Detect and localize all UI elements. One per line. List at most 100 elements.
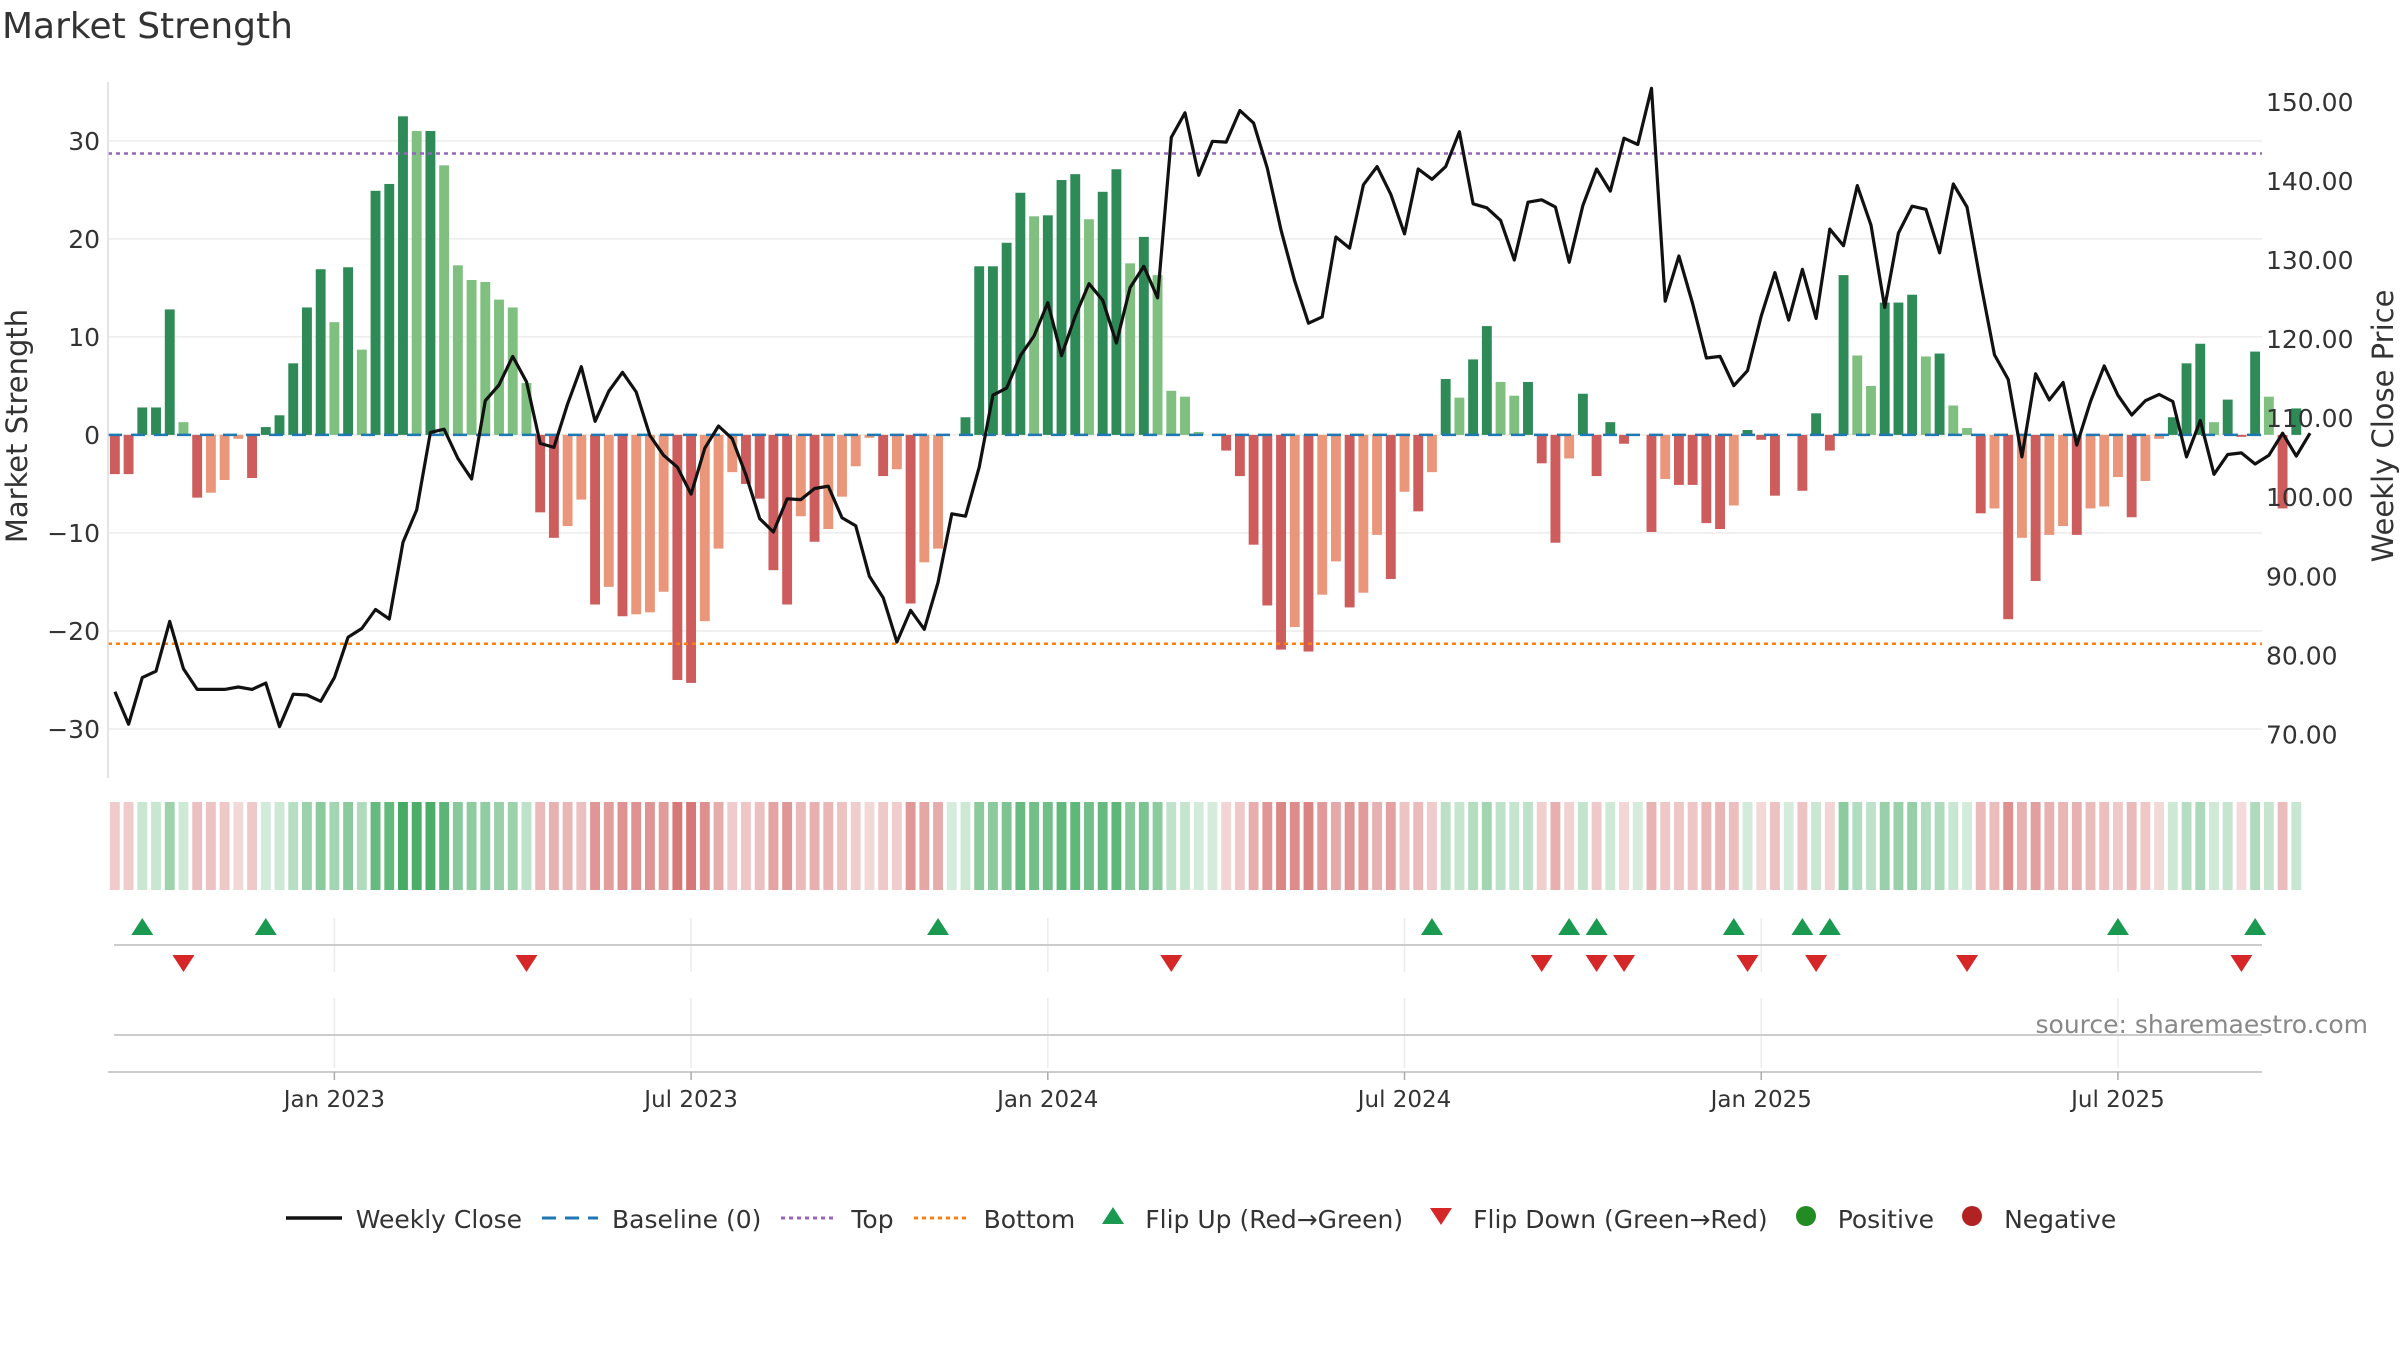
x-tick-label: Jan 2024 (995, 1087, 1098, 1113)
heat-cell (617, 802, 628, 890)
strength-bar (1975, 434, 1986, 514)
strength-bar (1152, 275, 1163, 435)
heat-cell (1536, 802, 1547, 890)
strength-bar (1797, 434, 1808, 491)
y2-tick-label: 110.00 (2266, 404, 2353, 433)
strength-bar (1481, 326, 1492, 435)
heat-cell (960, 802, 971, 890)
flip-up-marker (1791, 918, 1814, 935)
strength-bar (192, 434, 203, 498)
strength-bar (1934, 353, 1945, 435)
x-tick-label: Jan 2025 (1709, 1087, 1812, 1113)
strength-bar (1276, 434, 1286, 650)
flip-up-marker (1818, 918, 1841, 935)
heat-cell (946, 802, 957, 890)
heat-cell (1248, 802, 1259, 890)
heat-cell (1276, 802, 1286, 890)
strength-bar (1344, 434, 1355, 608)
strength-bar (987, 266, 998, 435)
strength-bar (164, 309, 175, 435)
x-tick-label: Jul 2025 (2069, 1087, 2165, 1113)
heat-cell (933, 802, 943, 890)
heat-cell (2085, 802, 2096, 890)
strength-bar (315, 269, 326, 435)
heat-cell (1824, 802, 1835, 890)
strength-bar (370, 190, 381, 435)
strength-bar (686, 434, 697, 683)
strength-bar (1687, 434, 1698, 485)
heat-cell (1907, 802, 1918, 890)
strength-bar (2113, 434, 2123, 478)
strength-bar (590, 434, 600, 605)
strength-bar (1660, 434, 1671, 480)
heat-cell (466, 802, 477, 890)
legend-label: Positive (1837, 1204, 1935, 1234)
strength-bars (109, 116, 2302, 683)
strength-bar (1125, 263, 1136, 435)
strength-bar (398, 116, 408, 435)
heat-cell (1728, 802, 1739, 890)
strength-bar (617, 434, 628, 617)
strength-bar (521, 382, 532, 435)
y-tick-label: 20 (68, 225, 100, 254)
legend-item-top: Top (779, 1205, 894, 1234)
flip-down-marker (1585, 955, 1608, 972)
flip-up-marker (254, 918, 277, 935)
strength-bar (329, 322, 340, 435)
legend-symbol (1421, 1204, 1461, 1234)
heat-cell (2016, 802, 2027, 890)
strength-bar (2209, 422, 2219, 435)
flip-up-marker (1585, 918, 1608, 935)
heat-cell (2044, 802, 2055, 890)
strength-bar (548, 434, 559, 538)
strength-bar (2263, 396, 2274, 435)
heat-cell (164, 802, 175, 890)
heat-cell (260, 802, 271, 890)
y-tick-label: 10 (68, 323, 100, 352)
y2-tick-label: 130.00 (2266, 246, 2353, 275)
strength-bar (2291, 408, 2302, 435)
heat-cell (1852, 802, 1863, 890)
flip-up-marker (1558, 918, 1581, 935)
strength-bar (1591, 434, 1602, 477)
strength-bar (1907, 294, 1918, 435)
heat-cell (1605, 802, 1616, 890)
heat-cell (1619, 802, 1629, 890)
legend-symbol (779, 1205, 839, 1234)
strength-bar (727, 434, 738, 473)
heat-cell (2263, 802, 2274, 890)
heat-cell (1193, 802, 1204, 890)
chart-title: Market Strength (2, 6, 293, 47)
heat-cell (2003, 802, 2014, 890)
heat-cell (1372, 802, 1383, 890)
weekly-close-series (113, 86, 2312, 729)
heat-cell (768, 802, 779, 890)
heat-cell (288, 802, 299, 890)
strength-bar (1619, 434, 1629, 444)
heat-cell (548, 802, 559, 890)
strength-bar (644, 434, 655, 613)
strength-bar (1330, 434, 1341, 562)
strength-bar (905, 434, 916, 604)
strength-bar (1701, 434, 1712, 524)
heat-cell (2140, 802, 2151, 890)
heat-cell (247, 802, 257, 890)
heat-cell (576, 802, 587, 890)
heat-cell (590, 802, 600, 890)
heat-cell (2058, 802, 2069, 890)
y-tick-label: −10 (47, 519, 100, 548)
y-tick-label: 30 (68, 127, 100, 156)
heat-cell (1811, 802, 1822, 890)
strength-bar (1180, 396, 1190, 435)
heat-cell (2167, 802, 2178, 890)
flip-down-marker (172, 955, 195, 972)
heat-cell (1770, 802, 1780, 890)
y2-tick-label: 120.00 (2266, 325, 2353, 354)
strength-bar (1015, 192, 1026, 435)
strength-bar (1317, 434, 1328, 595)
heat-cell (1111, 802, 1122, 890)
strength-bar (494, 299, 504, 435)
heat-cell (274, 802, 285, 890)
heat-cell (795, 802, 806, 890)
heat-cell (521, 802, 532, 890)
